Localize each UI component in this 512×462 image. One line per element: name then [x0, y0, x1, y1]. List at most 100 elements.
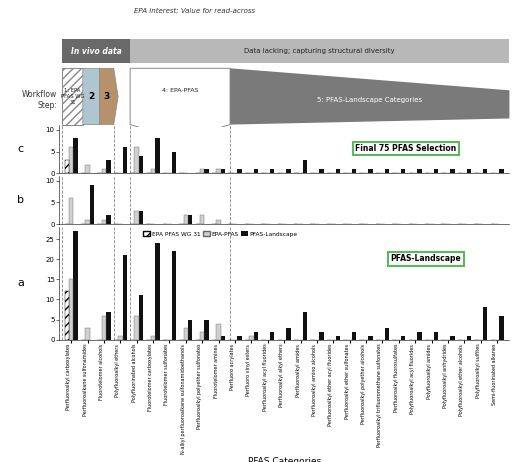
- Bar: [352, 332, 356, 340]
- Bar: [139, 156, 143, 173]
- Bar: [200, 215, 204, 224]
- Bar: [237, 169, 242, 173]
- Bar: [106, 215, 111, 224]
- Bar: [286, 328, 291, 340]
- Bar: [286, 169, 291, 173]
- Bar: [204, 320, 209, 340]
- Bar: [401, 169, 406, 173]
- Bar: [466, 169, 471, 173]
- Bar: [90, 185, 94, 224]
- Bar: [73, 139, 78, 173]
- Text: 3: 3: [103, 92, 110, 101]
- Bar: [352, 169, 356, 173]
- Bar: [200, 169, 204, 173]
- Bar: [401, 335, 406, 340]
- Bar: [319, 169, 324, 173]
- FancyBboxPatch shape: [62, 68, 83, 125]
- Bar: [86, 328, 90, 340]
- Text: In vivo data: In vivo data: [71, 47, 121, 55]
- Text: b: b: [17, 195, 24, 205]
- Bar: [106, 311, 111, 340]
- FancyBboxPatch shape: [62, 39, 130, 63]
- Bar: [303, 311, 307, 340]
- Bar: [385, 169, 389, 173]
- Bar: [172, 251, 176, 340]
- Polygon shape: [83, 68, 103, 125]
- Bar: [237, 335, 242, 340]
- Bar: [102, 316, 106, 340]
- Bar: [221, 169, 225, 173]
- Bar: [450, 335, 455, 340]
- Bar: [253, 169, 258, 173]
- Text: Final 75 PFAS Selection: Final 75 PFAS Selection: [355, 144, 456, 153]
- Bar: [86, 164, 90, 173]
- Text: 5: PFAS-Landscape Categories: 5: PFAS-Landscape Categories: [317, 97, 422, 103]
- Bar: [200, 332, 204, 340]
- Bar: [499, 169, 504, 173]
- Bar: [434, 169, 438, 173]
- Bar: [73, 231, 78, 340]
- Bar: [139, 296, 143, 340]
- Bar: [86, 220, 90, 224]
- Bar: [122, 147, 127, 173]
- X-axis label: PFAS Categories: PFAS Categories: [247, 456, 321, 462]
- Bar: [65, 292, 69, 340]
- Polygon shape: [230, 68, 509, 125]
- Bar: [417, 332, 422, 340]
- Bar: [483, 169, 487, 173]
- Bar: [139, 211, 143, 224]
- Bar: [151, 335, 155, 340]
- Legend: EPA PFAS WG 31, EPA-PFAS, PFAS-Landscape: EPA PFAS WG 31, EPA-PFAS, PFAS-Landscape: [143, 231, 298, 237]
- Bar: [417, 169, 422, 173]
- Bar: [319, 332, 324, 340]
- Bar: [483, 308, 487, 340]
- FancyBboxPatch shape: [130, 39, 509, 63]
- Bar: [368, 169, 373, 173]
- Bar: [368, 335, 373, 340]
- Bar: [249, 335, 253, 340]
- Bar: [102, 169, 106, 173]
- Bar: [69, 198, 73, 224]
- Bar: [118, 335, 122, 340]
- Bar: [450, 169, 455, 173]
- Bar: [106, 160, 111, 173]
- Bar: [69, 280, 73, 340]
- Bar: [135, 316, 139, 340]
- Bar: [184, 215, 188, 224]
- Bar: [303, 160, 307, 173]
- Bar: [155, 139, 160, 173]
- Bar: [122, 255, 127, 340]
- Bar: [434, 332, 438, 340]
- Bar: [135, 147, 139, 173]
- Bar: [270, 169, 274, 173]
- Bar: [217, 220, 221, 224]
- Bar: [466, 335, 471, 340]
- Text: c: c: [17, 144, 24, 154]
- Text: a: a: [17, 279, 24, 288]
- Text: PFAS-Landscape: PFAS-Landscape: [391, 254, 461, 263]
- Text: 2: 2: [88, 92, 94, 101]
- Bar: [172, 152, 176, 173]
- Bar: [253, 332, 258, 340]
- Text: Data lacking; capturing structural diversity: Data lacking; capturing structural diver…: [245, 48, 395, 54]
- Text: Workflow
Step:: Workflow Step:: [22, 91, 57, 110]
- Bar: [385, 328, 389, 340]
- Bar: [499, 316, 504, 340]
- Bar: [135, 211, 139, 224]
- Bar: [270, 332, 274, 340]
- Text: EPA interest; Value for read-across: EPA interest; Value for read-across: [134, 7, 255, 13]
- Bar: [69, 147, 73, 173]
- Bar: [221, 335, 225, 340]
- Polygon shape: [99, 68, 118, 125]
- Bar: [217, 169, 221, 173]
- Bar: [204, 169, 209, 173]
- Polygon shape: [130, 68, 230, 140]
- Bar: [65, 160, 69, 173]
- Text: 1: EPA
PFAS WG
31: 1: EPA PFAS WG 31: [61, 88, 84, 105]
- Bar: [217, 323, 221, 340]
- Bar: [188, 215, 193, 224]
- Bar: [151, 169, 155, 173]
- Bar: [335, 169, 340, 173]
- Bar: [184, 328, 188, 340]
- Bar: [155, 243, 160, 340]
